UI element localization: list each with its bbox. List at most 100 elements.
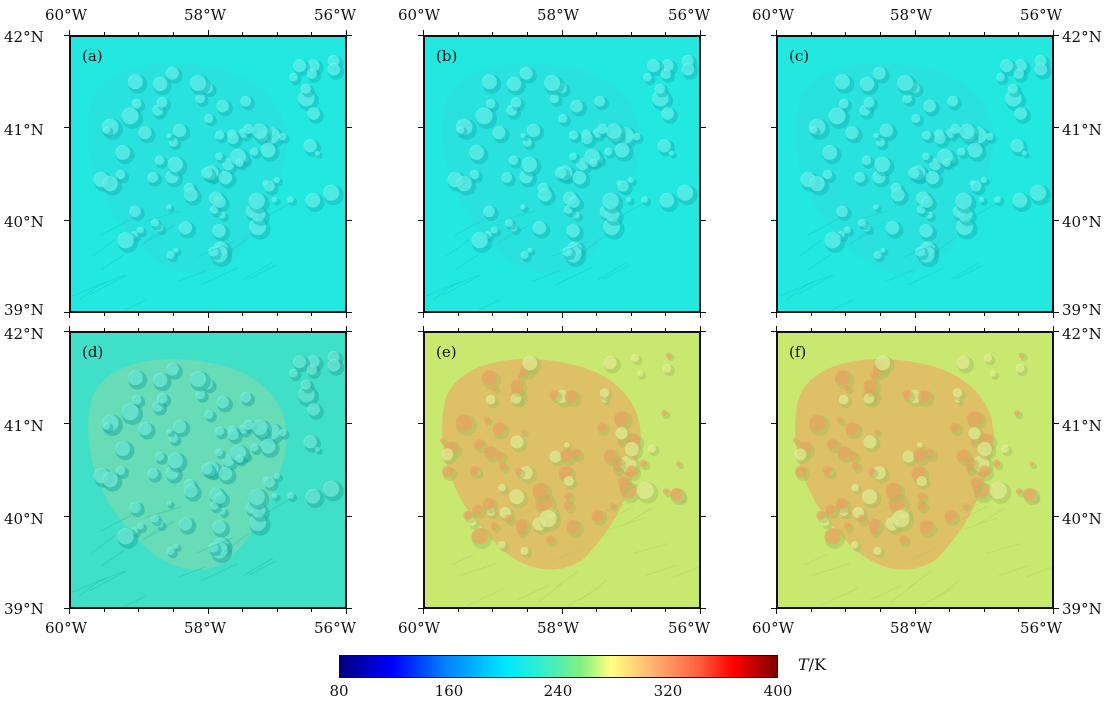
colorbar-tick-160: 160 (434, 682, 464, 700)
relief-highlight (921, 130, 932, 140)
axis-tick-mark (423, 609, 424, 614)
map-image-e (425, 333, 699, 607)
relief-highlight (848, 451, 858, 461)
relief-highlight (215, 152, 223, 161)
relief-highlight (510, 96, 522, 108)
relief-highlight (614, 142, 630, 158)
relief-highlight (307, 403, 320, 416)
axis-tick-mark (984, 313, 985, 316)
seafloor-lineation (79, 284, 100, 301)
relief-highlight (475, 107, 493, 125)
relief-highlight (915, 246, 926, 257)
axis-tick-mark (776, 313, 777, 318)
seafloor-lineation (578, 236, 604, 256)
seafloor-lineation (602, 264, 631, 280)
relief-highlight (243, 123, 254, 134)
relief-highlight (441, 448, 454, 461)
relief-highlight (292, 355, 307, 369)
axis-tick-mark (208, 609, 209, 614)
relief-highlight (661, 410, 668, 416)
axis-tick-mark (347, 312, 352, 313)
relief-highlight (660, 68, 672, 79)
relief-highlight (172, 419, 187, 434)
seafloor-lineation (443, 274, 482, 296)
relief-highlight (919, 519, 933, 534)
relief-highlight (677, 184, 694, 201)
seafloor-lineation (532, 269, 561, 282)
seafloor-lineation (197, 241, 234, 258)
axis-tick-mark (69, 609, 70, 614)
lon-label-bottom-58w-d: 58°W (184, 619, 227, 637)
axis-tick-mark (984, 609, 985, 612)
axis-tick-mark (418, 220, 423, 221)
axis-tick-mark (771, 220, 776, 221)
relief-highlight (1021, 150, 1027, 156)
axis-tick-mark (984, 32, 985, 35)
seafloor-lineation (256, 202, 292, 223)
relief-highlight (603, 355, 617, 370)
relief-highlight (836, 205, 848, 218)
relief-highlight (879, 123, 894, 138)
relief-highlight (544, 74, 561, 91)
relief-highlight (471, 528, 488, 545)
axis-tick-mark (104, 328, 105, 331)
axis-tick-mark (418, 331, 423, 332)
lon-label-bottom-60w-d: 60°W (45, 619, 88, 637)
relief-highlight (131, 98, 142, 109)
seafloor-lineation (200, 267, 238, 286)
colorbar-tick-240: 240 (543, 682, 573, 700)
relief-highlight (482, 497, 495, 510)
axis-tick-mark (915, 30, 916, 35)
relief-highlight (216, 395, 229, 409)
relief-highlight (564, 389, 578, 403)
axis-tick-mark (880, 609, 881, 612)
colorbar-unit-variable: T (798, 655, 809, 674)
axis-tick-mark (811, 313, 812, 316)
relief-highlight (619, 485, 625, 492)
relief-highlight (670, 487, 683, 501)
relief-highlight (305, 192, 321, 208)
relief-highlight (602, 192, 619, 210)
relief-highlight (167, 156, 183, 173)
relief-highlight (121, 107, 139, 125)
relief-highlight (816, 510, 826, 520)
relief-highlight (952, 388, 963, 398)
map-panel-f: (f) (776, 331, 1054, 609)
seafloor-lineation (451, 274, 480, 286)
relief-highlight (824, 528, 841, 545)
seafloor-lineation (123, 595, 146, 607)
relief-highlight (564, 442, 570, 448)
seafloor-lineation (597, 261, 628, 280)
relief-highlight (668, 150, 674, 156)
relief-highlight (156, 96, 168, 108)
relief-highlight (875, 355, 891, 371)
axis-tick-mark (701, 608, 706, 609)
relief-highlight (184, 187, 198, 202)
relief-highlight (440, 437, 446, 443)
relief-highlight (1015, 488, 1023, 495)
relief-highlight (509, 489, 525, 505)
relief-highlight (166, 132, 172, 139)
seafloor-lineation (796, 274, 835, 296)
axis-tick-mark (701, 331, 706, 332)
axis-tick-mark (949, 32, 950, 35)
seafloor-lineation (71, 577, 106, 593)
axis-tick-mark (915, 326, 916, 331)
relief-highlight (506, 76, 522, 92)
relief-highlight (214, 130, 225, 140)
axis-tick-mark (347, 608, 352, 609)
lat-label-right-39n-bottom: 39°N (1062, 600, 1102, 618)
relief-highlight (305, 488, 321, 504)
relief-highlight (836, 416, 843, 423)
relief-highlight (968, 427, 981, 440)
seafloor-lineation (580, 580, 607, 601)
axis-tick-mark (69, 30, 70, 35)
relief-highlight (152, 76, 168, 92)
axis-tick-mark (771, 608, 776, 609)
lon-label-bottom-56w-d: 56°W (314, 619, 357, 637)
relief-highlight (1018, 352, 1025, 359)
axis-tick-mark (418, 423, 423, 424)
relief-highlight (490, 226, 498, 234)
relief-highlight (1007, 83, 1018, 94)
relief-highlight (563, 476, 574, 487)
